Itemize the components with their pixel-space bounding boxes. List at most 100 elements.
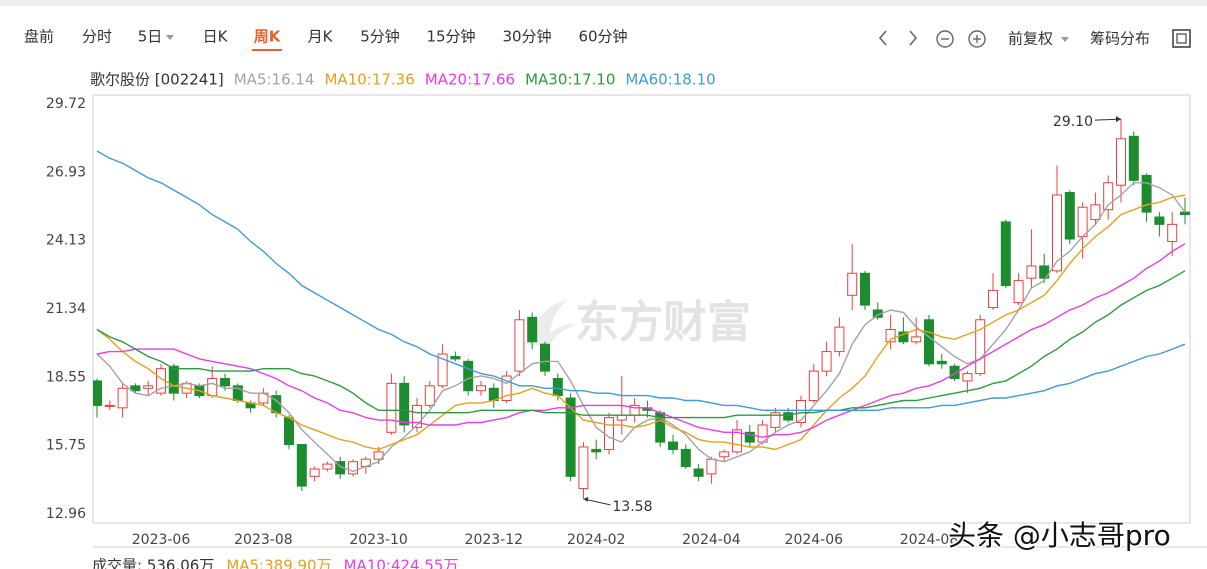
- tab[interactable]: 月K: [308, 28, 334, 46]
- adjust-dropdown[interactable]: 前复权: [1008, 30, 1053, 48]
- candle-body: [821, 351, 832, 372]
- candle-body: [578, 446, 589, 490]
- plot-frame: [92, 94, 1191, 524]
- candle-body: [450, 355, 461, 360]
- candle-body: [552, 377, 563, 397]
- chips-button[interactable]: 筹码分布: [1090, 30, 1150, 48]
- candle-body: [412, 404, 422, 428]
- x-tick-label: 2023-10: [349, 532, 408, 548]
- tab[interactable]: 30分钟: [502, 28, 551, 46]
- ma-line: [96, 194, 1186, 451]
- candle-body: [1128, 135, 1139, 181]
- tab[interactable]: 15分钟: [426, 28, 475, 46]
- annotation: 13.58: [612, 499, 652, 515]
- candle-body: [117, 387, 128, 409]
- legend-entry: MA30:17.10: [525, 71, 615, 89]
- y-tick-label: 26.93: [46, 164, 86, 180]
- candle-body: [1039, 265, 1050, 279]
- tab-active[interactable]: 周K: [254, 28, 282, 46]
- candle-body: [322, 463, 333, 470]
- y-tick-label: 18.55: [46, 369, 86, 385]
- x-tick-label: 2024-02: [567, 532, 626, 548]
- candle-body: [207, 377, 218, 397]
- dropdown-caret[interactable]: [166, 35, 174, 40]
- next-button[interactable]: [909, 30, 918, 46]
- candle-body: [143, 385, 154, 389]
- candle-body: [988, 289, 998, 309]
- tab[interactable]: 盘前: [24, 28, 54, 46]
- candle-body: [668, 441, 678, 450]
- ma-line: [96, 270, 1186, 419]
- candle-body: [1116, 138, 1126, 186]
- fullscreen-button[interactable]: [1172, 29, 1191, 48]
- prev-button[interactable]: [878, 30, 887, 46]
- candle-body: [936, 360, 947, 365]
- candle-body: [220, 377, 230, 387]
- candle-body: [1064, 192, 1075, 240]
- tab[interactable]: 5日: [138, 28, 163, 46]
- candle-body: [591, 448, 602, 453]
- y-tick-label: 29.72: [46, 96, 86, 112]
- volume-legend: MA5:389.90万: [226, 557, 331, 569]
- candle-body: [284, 417, 294, 446]
- candle-body: [463, 360, 474, 392]
- candle-body: [399, 382, 410, 426]
- annotation-arrowhead: [583, 496, 589, 502]
- tab[interactable]: 日K: [203, 28, 229, 46]
- x-tick-label: 2024-08: [900, 532, 959, 548]
- candle-body: [168, 365, 179, 394]
- watermark: 东方财富: [575, 297, 751, 348]
- candle-body: [565, 397, 576, 477]
- candle-body: [93, 380, 102, 406]
- candle-body: [744, 431, 755, 443]
- plot: [93, 119, 1190, 499]
- candle-body: [1154, 216, 1165, 225]
- legend-entry: MA60:18.10: [625, 71, 715, 89]
- top-strip: [0, 0, 1207, 6]
- tab[interactable]: 5分钟: [360, 28, 400, 46]
- candle-body: [975, 319, 986, 375]
- candle-body: [501, 375, 512, 401]
- dropdown-caret[interactable]: [1061, 37, 1069, 42]
- candle-body: [706, 458, 717, 475]
- candle-body: [885, 329, 896, 343]
- candle-body: [680, 448, 691, 468]
- candle-body: [847, 272, 858, 296]
- candle-body: [719, 451, 730, 458]
- y-tick-label: 24.13: [46, 233, 86, 249]
- y-tick-label: 21.34: [46, 301, 86, 317]
- candle-body: [386, 382, 397, 433]
- zoom-in-button[interactable]: [968, 30, 986, 48]
- candle-body: [808, 370, 819, 401]
- candle-body: [1077, 206, 1088, 238]
- candle-body: [1052, 194, 1062, 272]
- candle-body: [732, 429, 742, 453]
- annotation: 29.10: [1053, 114, 1093, 130]
- ma-line: [96, 182, 1186, 473]
- y-tick-label: 15.75: [46, 438, 86, 454]
- x-tick-label: 2023-08: [234, 532, 293, 548]
- candle-body: [309, 468, 320, 477]
- x-tick-label: 2024-04: [682, 532, 741, 548]
- zoom-out-button[interactable]: [936, 30, 954, 48]
- candle-body: [1000, 221, 1011, 287]
- candle-body: [1026, 265, 1037, 279]
- candle-body: [1180, 211, 1190, 216]
- candle-body: [1141, 174, 1152, 213]
- candle-body: [898, 331, 909, 343]
- chart-title: 歌尔股份 [002241]: [90, 71, 224, 89]
- candle-body: [693, 468, 704, 477]
- candle-body: [476, 385, 486, 392]
- candle-body: [796, 399, 806, 424]
- candle-body: [616, 414, 627, 421]
- tab[interactable]: 60分钟: [578, 28, 627, 46]
- annotation-arrow: [583, 498, 611, 506]
- candle-body: [104, 404, 115, 407]
- candle-body: [860, 272, 870, 306]
- credit: 头条 @小志哥pro: [948, 519, 1171, 552]
- candle-body: [834, 326, 845, 353]
- candle-body: [348, 461, 358, 475]
- tab[interactable]: 分时: [82, 28, 112, 46]
- candle-body: [604, 417, 614, 450]
